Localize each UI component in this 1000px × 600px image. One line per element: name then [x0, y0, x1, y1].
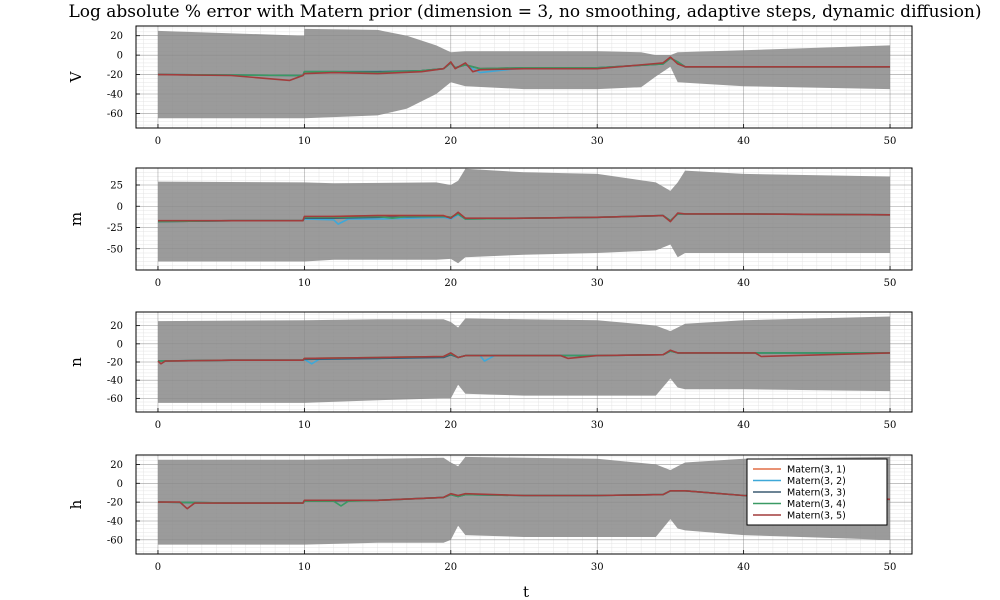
y-tick-label: -40: [107, 376, 123, 387]
x-tick-label: 40: [737, 562, 750, 573]
x-tick-label: 10: [298, 136, 311, 147]
x-tick-label: 0: [155, 420, 161, 431]
y-tick-label: 0: [117, 479, 123, 490]
x-tick-label: 10: [298, 562, 311, 573]
y-tick-label: 20: [110, 460, 123, 471]
legend: Matern(3, 1)Matern(3, 2)Matern(3, 3)Mate…: [746, 458, 888, 526]
x-tick-label: 50: [884, 562, 897, 573]
x-tick-label: 50: [884, 278, 897, 289]
legend-entry: Matern(3, 1): [787, 465, 846, 476]
x-tick-label: 20: [444, 136, 457, 147]
y-tick-label: 20: [110, 321, 123, 332]
y-tick-label: -50: [107, 244, 123, 255]
legend-entry: Matern(3, 5): [787, 511, 846, 522]
x-tick-label: 50: [884, 420, 897, 431]
panel-V: 0 10 20 30 40 50 -60 -40 -20 0 20 V: [67, 25, 913, 147]
panel-n: 0 10 20 30 40 50 -60 -40 -20 0 20 n: [67, 311, 913, 431]
plot-frame: [135, 454, 913, 555]
panel-m: 0 10 20 30 40 50 -50 -25 0 25 m: [67, 167, 913, 289]
y-tick-label: -60: [107, 535, 123, 546]
x-tick-label: 40: [737, 420, 750, 431]
x-tick-label: 20: [444, 420, 457, 431]
y-tick-label: 0: [117, 202, 123, 213]
x-tick-label: 0: [155, 562, 161, 573]
x-tick-label: 40: [737, 278, 750, 289]
x-tick-label: 20: [444, 278, 457, 289]
series-line: [157, 349, 891, 365]
y-tick-label: 25: [110, 181, 123, 192]
y-tick-label: -40: [107, 90, 123, 101]
y-axis-label: m: [67, 212, 85, 226]
x-tick-label: 10: [298, 278, 311, 289]
y-axis-label: n: [67, 357, 85, 367]
panels: 0 10 20 30 40 50 -60 -40 -20 0 20 V 0 10 20 30 40 50 -50 -2…: [67, 25, 913, 573]
y-tick-label: -40: [107, 517, 123, 528]
y-tick-label: 20: [110, 31, 123, 42]
legend-entry: Matern(3, 2): [787, 476, 846, 487]
plot-frame: [135, 25, 913, 129]
x-tick-label: 0: [155, 136, 161, 147]
y-tick-label: -20: [107, 70, 123, 81]
x-tick-label: 30: [591, 420, 604, 431]
x-tick-label: 40: [737, 136, 750, 147]
y-tick-label: -25: [107, 223, 123, 234]
panel-h: 0 10 20 30 40 50 -60 -40 -20 0 20 h: [67, 454, 913, 573]
x-tick-label: 20: [444, 562, 457, 573]
chart-title: Log absolute % error with Matern prior (…: [68, 2, 981, 22]
y-tick-label: 0: [117, 51, 123, 62]
y-axis-label: h: [67, 499, 85, 509]
series-line: [158, 211, 891, 223]
uncertainty-band: [158, 316, 890, 403]
uncertainty-band: [158, 456, 890, 545]
x-tick-label: 50: [884, 136, 897, 147]
x-tick-label: 30: [591, 278, 604, 289]
y-tick-label: -20: [107, 358, 123, 369]
y-tick-label: 0: [117, 339, 123, 350]
legend-entry: Matern(3, 4): [787, 499, 846, 510]
y-axis-label: V: [67, 70, 85, 83]
uncertainty-band: [158, 168, 890, 264]
legend-entry: Matern(3, 3): [787, 488, 846, 499]
x-tick-label: 30: [591, 136, 604, 147]
uncertainty-band: [158, 28, 890, 119]
x-tick-label: 30: [591, 562, 604, 573]
series-line: [158, 489, 891, 510]
legend-box: [746, 458, 888, 526]
y-tick-label: -60: [107, 394, 123, 405]
plot-frame: [135, 167, 913, 271]
y-tick-label: -60: [107, 109, 123, 120]
x-tick-label: 10: [298, 420, 311, 431]
x-tick-label: 0: [155, 278, 161, 289]
series-line: [157, 56, 890, 82]
y-tick-label: -20: [107, 498, 123, 509]
x-axis-label: t: [523, 583, 529, 600]
